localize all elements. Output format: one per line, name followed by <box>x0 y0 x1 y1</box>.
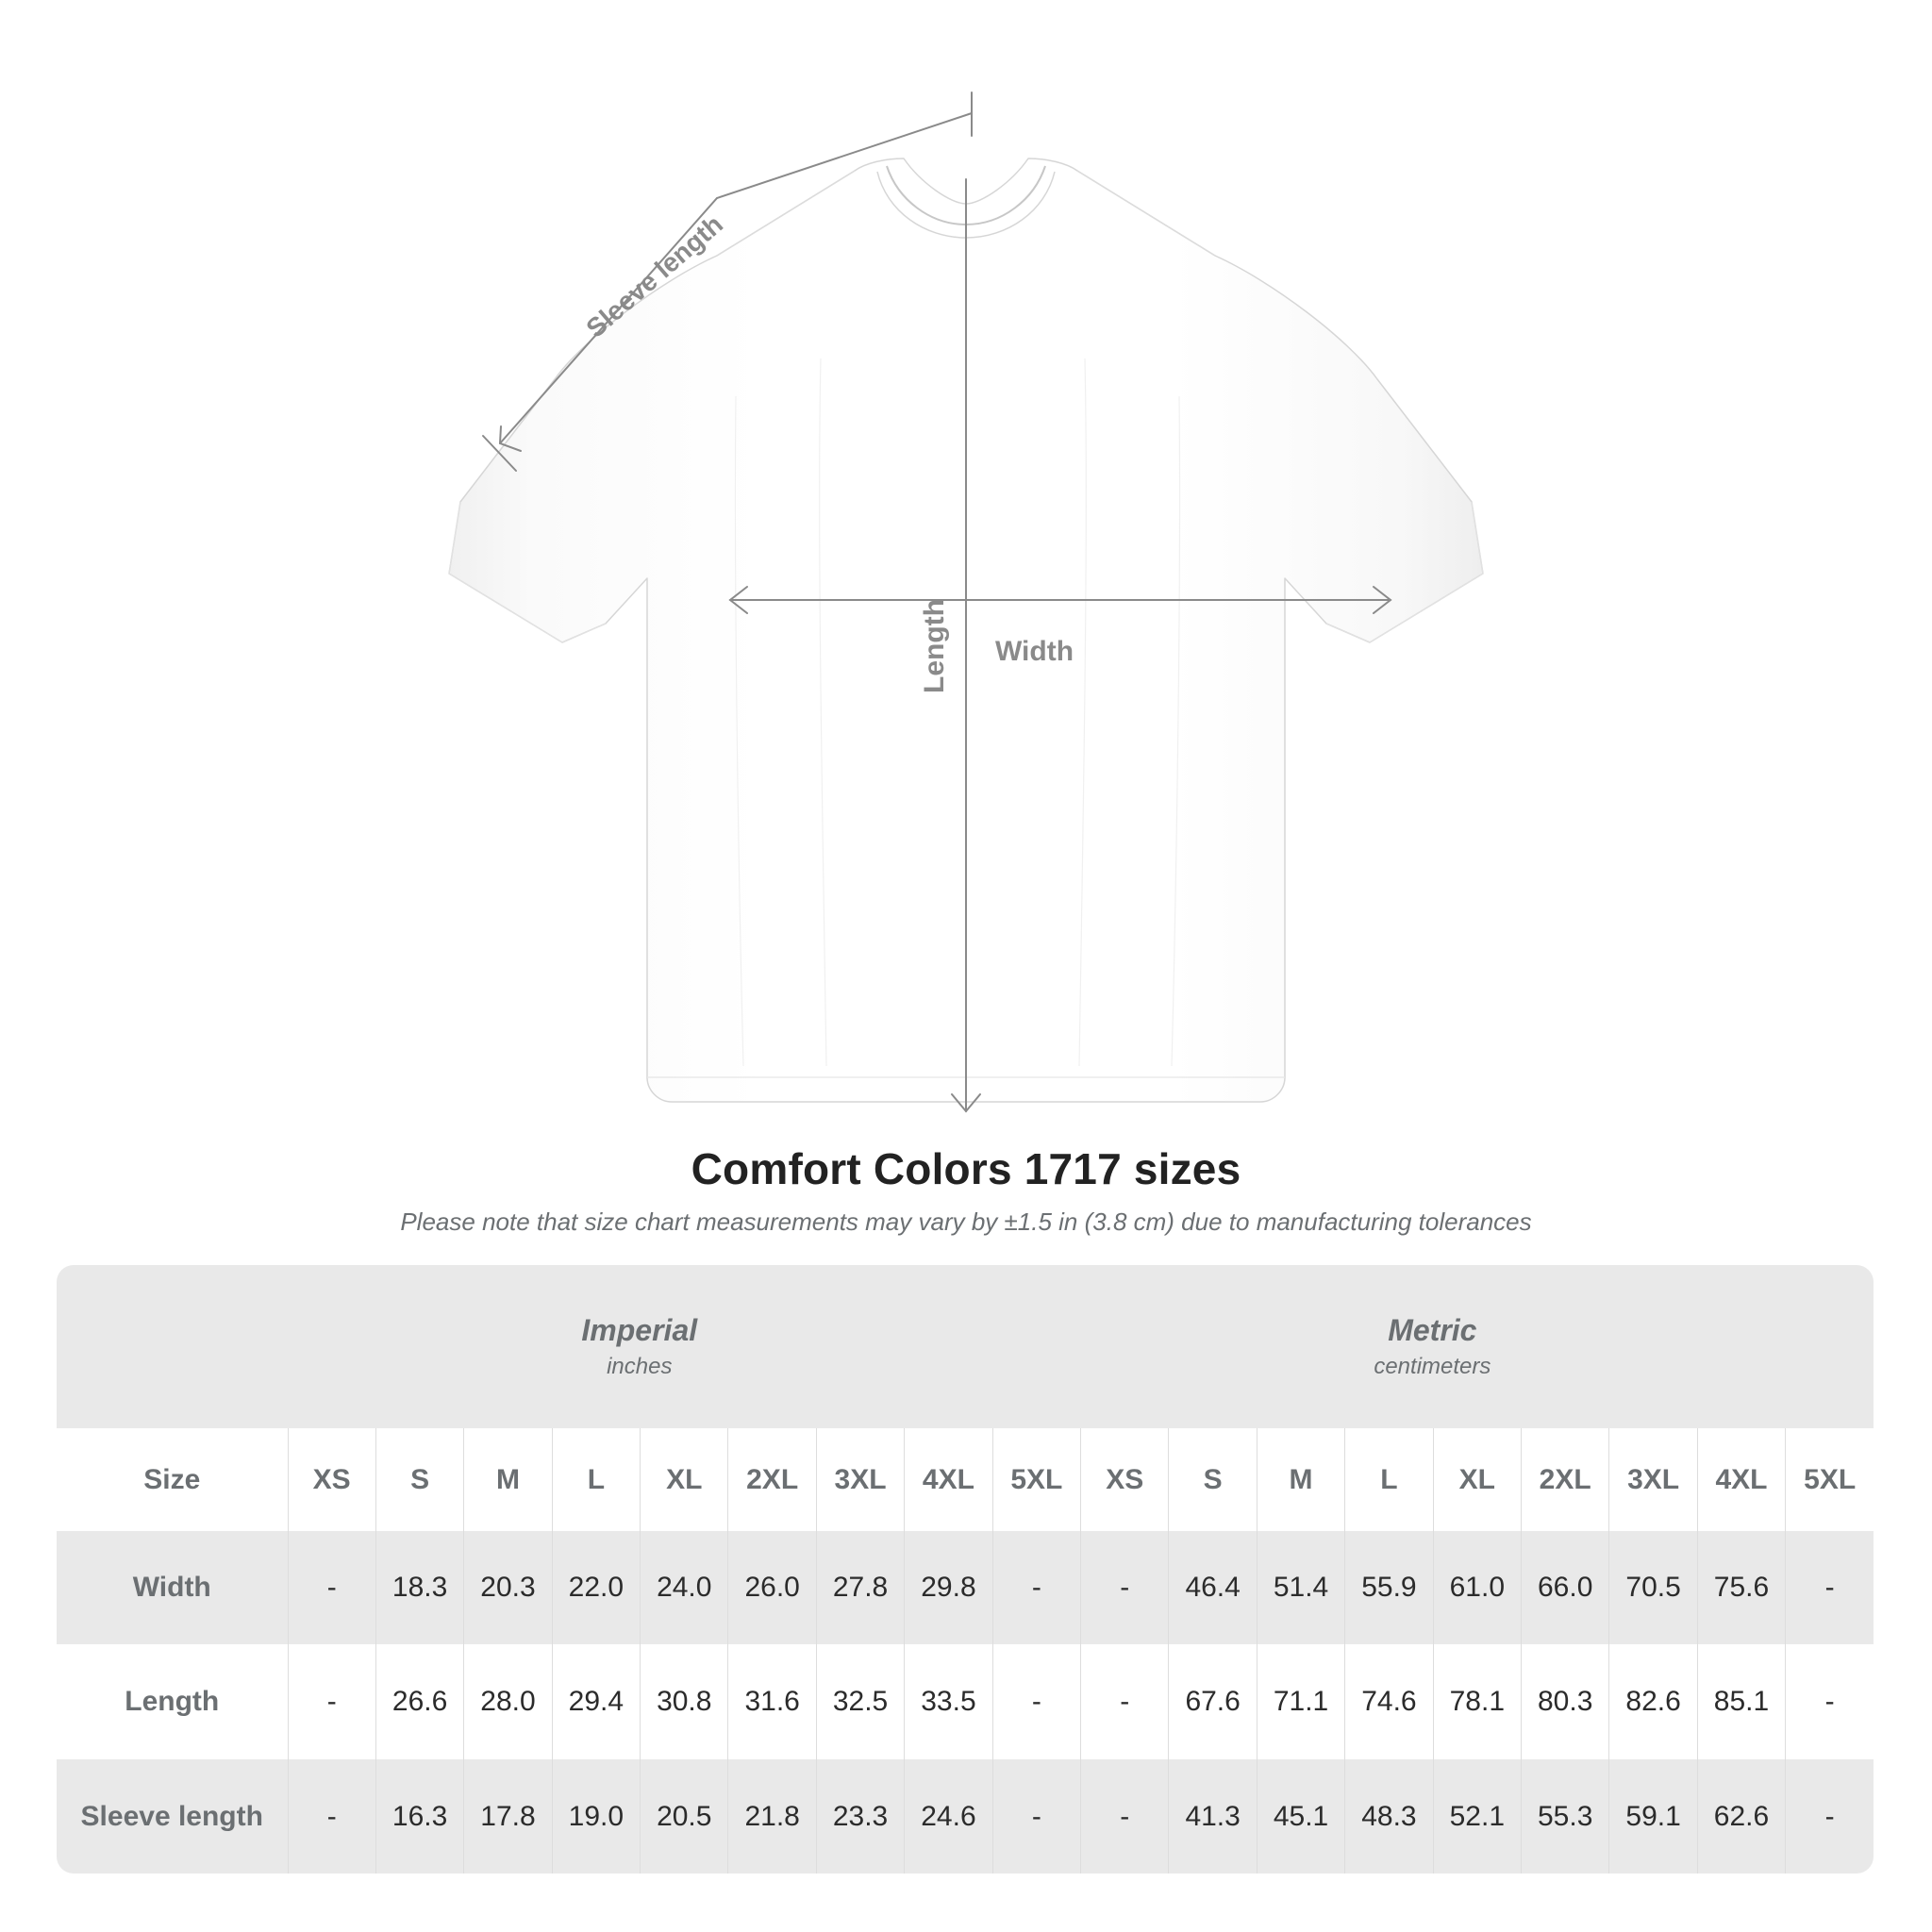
svg-text:Width: Width <box>995 636 1074 667</box>
svg-text:Length: Length <box>919 599 950 693</box>
